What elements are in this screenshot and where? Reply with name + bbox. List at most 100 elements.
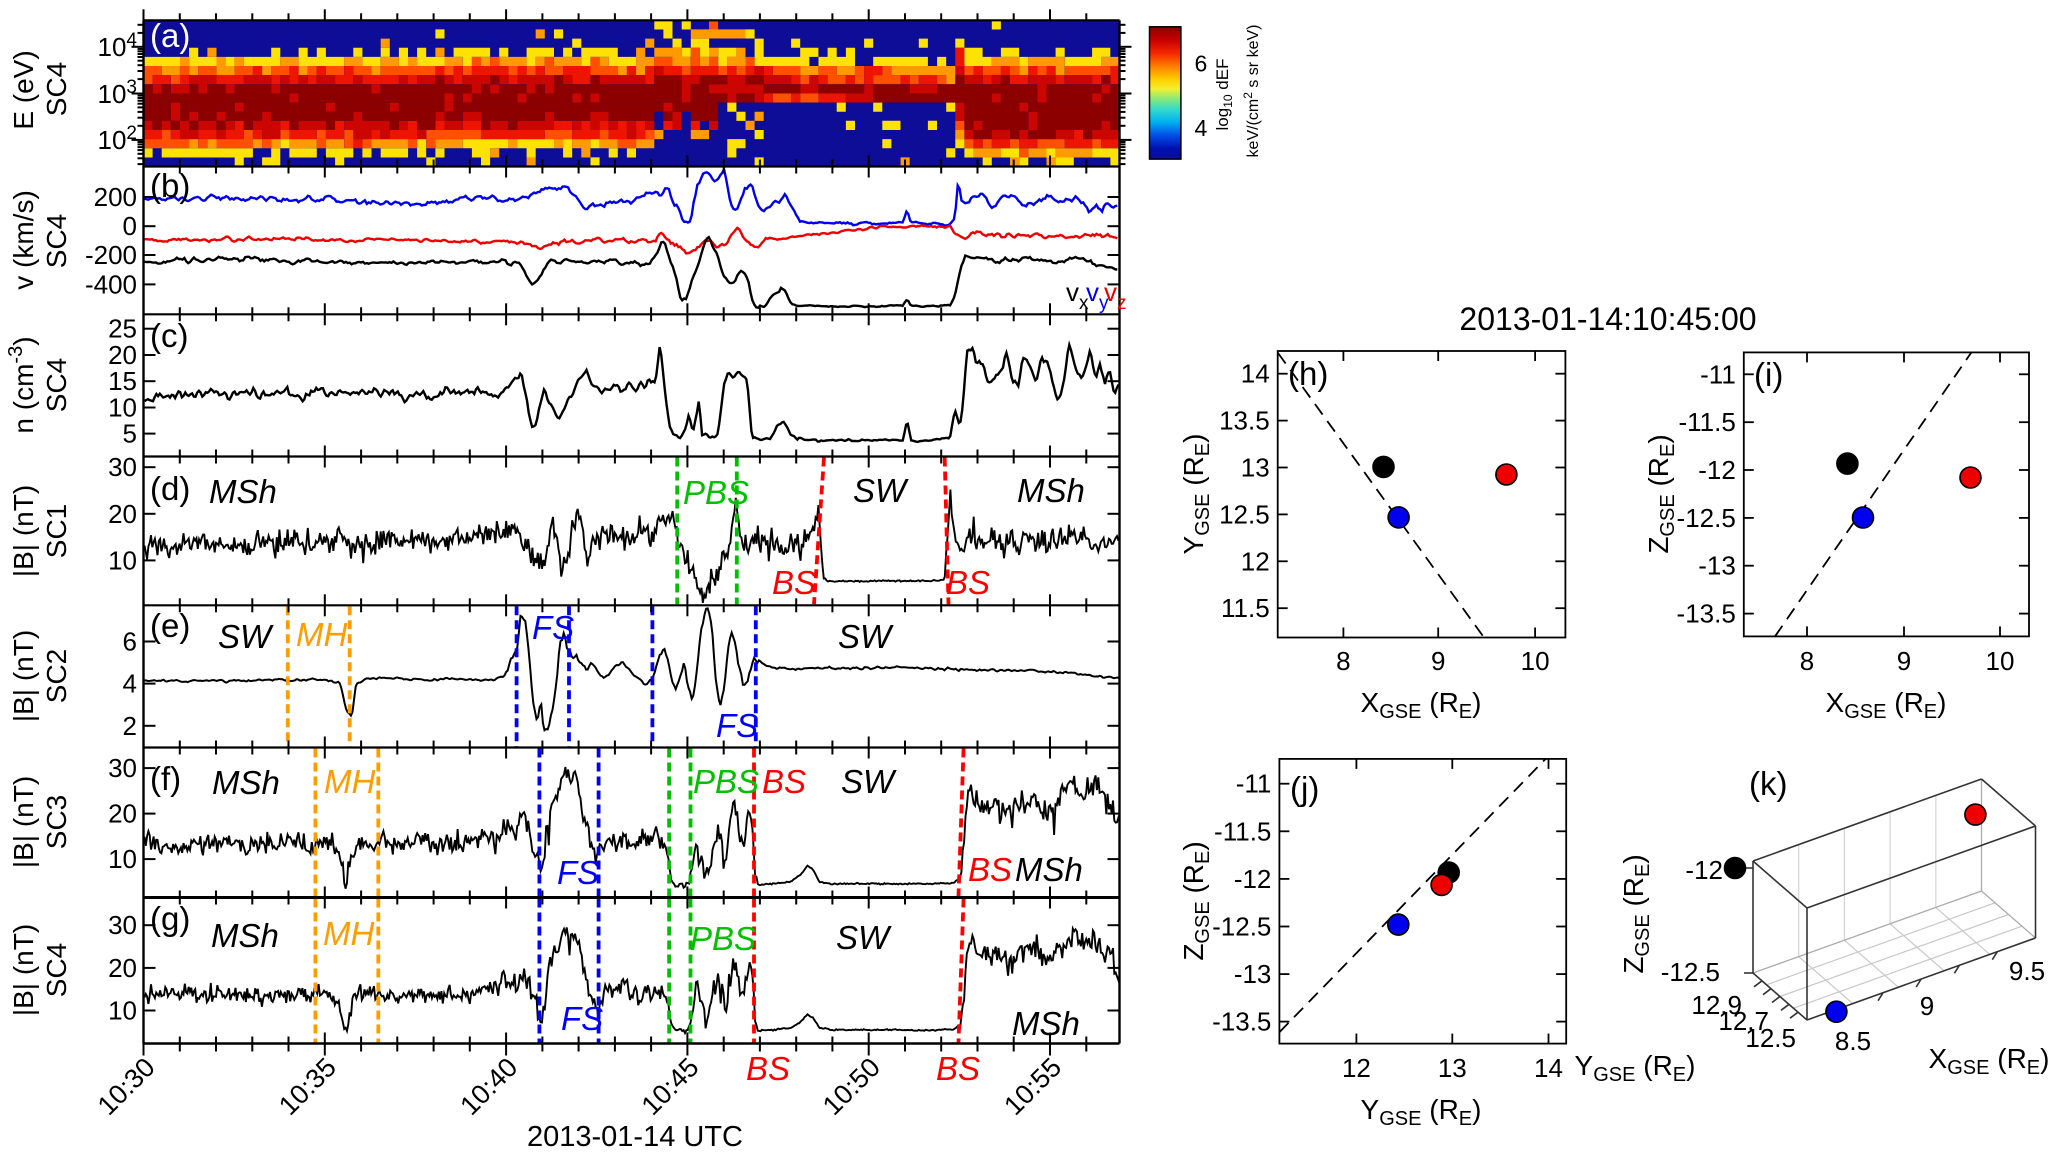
svg-text:MSh: MSh: [1012, 1005, 1080, 1042]
svg-text:(a): (a): [150, 17, 190, 54]
svg-text:103​: 103​: [98, 77, 138, 109]
svg-text:-13: -13: [1234, 959, 1272, 989]
svg-text:MH: MH: [324, 763, 375, 800]
svg-text:SW: SW: [853, 472, 909, 509]
svg-text:MSh: MSh: [209, 473, 277, 510]
svg-text:(b): (b): [150, 167, 190, 204]
svg-text:20: 20: [108, 340, 137, 370]
svg-text:MH: MH: [323, 915, 374, 952]
svg-text:(i): (i): [1754, 356, 1783, 393]
svg-text:-11: -11: [1236, 769, 1272, 799]
svg-text:25: 25: [108, 314, 137, 344]
svg-text:SW: SW: [836, 919, 892, 956]
svg-text:FS: FS: [716, 707, 758, 744]
svg-text:13.5: 13.5: [1219, 406, 1270, 436]
svg-text:BS: BS: [968, 851, 1012, 888]
svg-text:YGSE​ (RE​): YGSE​ (RE​): [1575, 1050, 1696, 1086]
svg-text:-13.5: -13.5: [1677, 599, 1736, 629]
svg-text:30: 30: [108, 452, 137, 482]
svg-text:SC2: SC2: [41, 649, 72, 703]
svg-text:10: 10: [108, 393, 137, 423]
svg-text:MSh: MSh: [212, 764, 280, 801]
svg-text:11.5: 11.5: [1221, 593, 1270, 623]
svg-text:-12: -12: [1234, 864, 1272, 894]
svg-text:12.5: 12.5: [1745, 1023, 1796, 1053]
svg-text:SC3: SC3: [41, 795, 72, 849]
svg-text:12.9: 12.9: [1691, 990, 1742, 1020]
svg-text:6: 6: [1195, 51, 1208, 77]
svg-text:-11.5: -11.5: [1214, 816, 1271, 846]
svg-text:2: 2: [123, 711, 137, 741]
svg-text:SW: SW: [838, 618, 894, 655]
svg-text:-11: -11: [1700, 359, 1736, 389]
svg-text:13: 13: [1438, 1053, 1467, 1083]
svg-text:10: 10: [1986, 646, 2015, 676]
svg-text:MSh: MSh: [1017, 472, 1085, 509]
svg-text:(e): (e): [150, 607, 190, 644]
svg-text:10: 10: [1521, 646, 1550, 676]
svg-text:30: 30: [108, 753, 137, 783]
svg-text:YGSE​ (RE​): YGSE​ (RE​): [1361, 1094, 1482, 1130]
svg-text:(j): (j): [1290, 770, 1319, 807]
svg-text:8.5: 8.5: [1835, 1026, 1871, 1056]
svg-text:|B| (nT): |B| (nT): [8, 485, 39, 577]
svg-text:BS: BS: [936, 1050, 980, 1087]
svg-text:9: 9: [1431, 646, 1445, 676]
svg-text:9: 9: [1920, 991, 1934, 1021]
svg-text:MH: MH: [296, 616, 347, 653]
svg-text:104​: 104​: [98, 30, 138, 62]
svg-text:SC4: SC4: [41, 62, 72, 116]
svg-text:n (cm-3​): n (cm-3​): [5, 336, 39, 433]
svg-text:ZGSE​ (RE​): ZGSE​ (RE​): [1643, 434, 1679, 553]
svg-text:9: 9: [1897, 646, 1911, 676]
svg-text:-400: -400: [85, 269, 137, 299]
svg-text:-12.5: -12.5: [1661, 957, 1720, 987]
svg-text:BS: BS: [772, 564, 816, 601]
svg-text:30: 30: [108, 910, 137, 940]
svg-text:FS: FS: [557, 854, 599, 891]
svg-text:200: 200: [94, 182, 137, 212]
svg-text:MSh: MSh: [211, 917, 279, 954]
svg-text:10: 10: [108, 545, 137, 575]
svg-text:PBS: PBS: [693, 763, 759, 800]
svg-text:MSh: MSh: [1015, 851, 1083, 888]
svg-text:SC1: SC1: [41, 504, 72, 558]
svg-text:ZGSE​ (RE​): ZGSE​ (RE​): [1618, 854, 1654, 973]
svg-text:SW: SW: [218, 618, 274, 655]
svg-text:SC4: SC4: [41, 358, 72, 412]
svg-text:PBS: PBS: [683, 474, 749, 511]
svg-text:SW: SW: [841, 763, 897, 800]
svg-text:E (eV): E (eV): [8, 50, 39, 129]
svg-text:|B| (nT): |B| (nT): [8, 924, 39, 1016]
svg-text:YGSE​ (RE​): YGSE​ (RE​): [1178, 434, 1214, 555]
svg-text:|B| (nT): |B| (nT): [8, 630, 39, 722]
svg-text:log10​ dEF: log10​ dEF: [1213, 59, 1235, 131]
svg-text:12.7: 12.7: [1718, 1006, 1769, 1036]
svg-text:4: 4: [1195, 115, 1208, 141]
svg-text:12: 12: [1241, 546, 1270, 576]
svg-text:12.5: 12.5: [1219, 499, 1270, 529]
svg-text:ZGSE​ (RE​): ZGSE​ (RE​): [1178, 841, 1214, 960]
svg-text:15: 15: [108, 366, 137, 396]
svg-text:5: 5: [123, 419, 137, 449]
svg-text:8: 8: [1336, 646, 1350, 676]
svg-text:0: 0: [123, 211, 137, 241]
svg-text:6: 6: [123, 627, 137, 657]
svg-text:-12: -12: [1698, 455, 1736, 485]
svg-text:20: 20: [108, 799, 137, 829]
svg-text:XGSE​ (RE​): XGSE​ (RE​): [1361, 687, 1482, 723]
svg-text:10: 10: [108, 996, 137, 1026]
svg-text:14: 14: [1534, 1053, 1563, 1083]
svg-text:13: 13: [1241, 453, 1270, 483]
svg-text:-12: -12: [1685, 855, 1723, 885]
svg-text:-12.5: -12.5: [1677, 503, 1736, 533]
svg-text:keV/(cm2​ s sr keV): keV/(cm2​ s sr keV): [1241, 25, 1262, 158]
svg-text:(d): (d): [150, 470, 190, 507]
svg-text:SC4: SC4: [41, 943, 72, 997]
svg-text:-200: -200: [85, 240, 137, 270]
svg-text:-12.5: -12.5: [1212, 912, 1271, 942]
svg-text:-13.5: -13.5: [1212, 1007, 1271, 1037]
svg-text:v (km/s): v (km/s): [8, 190, 39, 290]
svg-text:XGSE​ (RE​): XGSE​ (RE​): [1826, 687, 1947, 723]
svg-text:2013-01-14:10:45:00: 2013-01-14:10:45:00: [1459, 301, 1756, 337]
